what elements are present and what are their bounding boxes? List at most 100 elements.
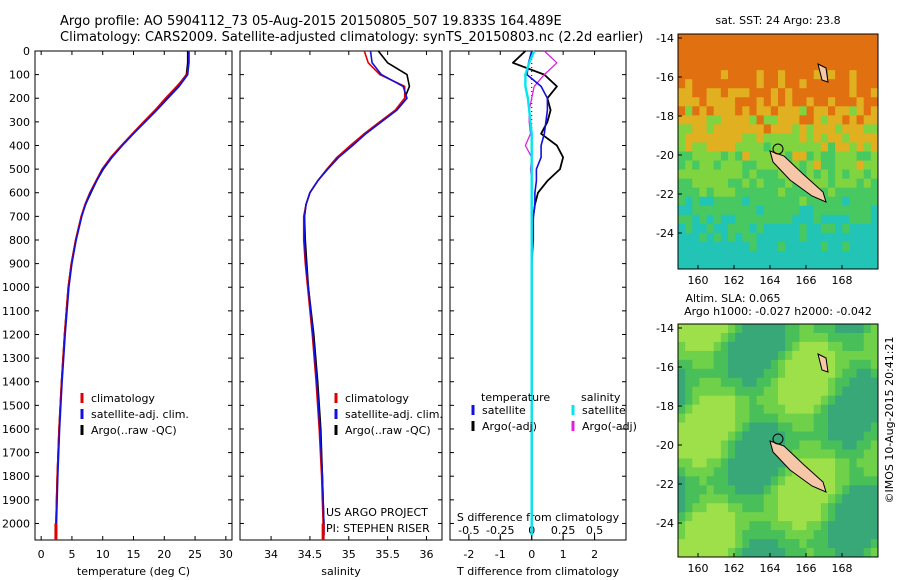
sla-cell xyxy=(799,341,808,352)
sla-cell xyxy=(749,395,758,406)
sst-cell xyxy=(728,142,736,152)
sst-cell xyxy=(720,187,729,198)
sst-cell xyxy=(742,223,750,234)
sla-cell xyxy=(792,539,800,549)
sla-cell xyxy=(835,485,843,495)
sst-cell xyxy=(799,124,808,134)
sla-cell xyxy=(849,332,858,343)
sla-cell xyxy=(842,476,850,486)
sst-cell xyxy=(842,160,850,171)
sla-cell xyxy=(735,512,743,522)
sla-cell xyxy=(792,413,800,424)
sla-cell xyxy=(706,359,715,370)
sla-cell xyxy=(699,440,708,450)
sla-cell xyxy=(870,422,879,433)
sla-cell xyxy=(778,467,786,477)
sst-cell xyxy=(749,187,758,198)
sst-cell xyxy=(756,43,765,53)
sst-cell xyxy=(792,187,800,198)
sla-cell xyxy=(728,350,736,361)
sla-cell xyxy=(678,413,686,424)
sst-cell xyxy=(735,43,743,53)
temp-xtick-label: 5 xyxy=(68,548,75,561)
sla-cell xyxy=(720,395,729,406)
sst-cell xyxy=(870,205,879,216)
sal-xtick-label: 34 xyxy=(264,548,278,561)
sst-cell xyxy=(692,250,700,261)
sst-cell xyxy=(813,160,822,171)
sst-cell xyxy=(849,61,858,71)
sst-cell xyxy=(678,142,686,152)
sst-cell xyxy=(828,61,836,71)
temp-xlabel: temperature (deg C) xyxy=(77,565,190,578)
sla-cell xyxy=(713,440,722,450)
sst-cell xyxy=(699,232,708,243)
sst-cell xyxy=(792,70,800,80)
sla-cell xyxy=(735,404,743,415)
sst-cell xyxy=(835,115,843,125)
sst-cell xyxy=(813,61,822,71)
sla-cell xyxy=(713,413,722,424)
sst-cell xyxy=(785,61,793,71)
sst-cell xyxy=(842,241,850,252)
sla-cell xyxy=(742,512,750,522)
sst-cell xyxy=(728,259,736,270)
sla-cell xyxy=(756,350,765,361)
sla-cell xyxy=(835,503,843,513)
sst-cell xyxy=(692,79,700,89)
sla-cell xyxy=(770,332,779,343)
sla-cell xyxy=(678,521,686,531)
sla-cell xyxy=(735,458,743,468)
sla-cell xyxy=(799,503,808,513)
sla-cell xyxy=(756,539,765,549)
sla-cell xyxy=(856,530,865,540)
sst-cell xyxy=(799,187,808,198)
sla-cell xyxy=(742,359,750,370)
sst-cell xyxy=(856,97,865,107)
sst-cell xyxy=(713,187,722,198)
sla-cell xyxy=(778,548,786,558)
sst-cell xyxy=(699,142,708,152)
sst-cell xyxy=(763,142,772,152)
sla-cell xyxy=(713,521,722,531)
sla-cell xyxy=(778,539,786,549)
sst-cell xyxy=(720,214,729,225)
sla-cell xyxy=(763,485,772,495)
sla-cell xyxy=(799,476,808,486)
depth-tick-label: 1000 xyxy=(2,281,30,294)
sal-sat-line xyxy=(303,50,408,536)
sla-cell xyxy=(842,422,850,433)
sst-cell xyxy=(870,187,879,198)
sst-cell xyxy=(749,52,758,62)
sla-cell xyxy=(720,368,729,379)
sla-cell xyxy=(820,539,829,549)
sla-cell xyxy=(756,324,765,334)
sla-cell xyxy=(820,521,829,531)
sla-cell xyxy=(713,485,722,495)
sla-cell xyxy=(806,332,815,343)
sla-cell xyxy=(742,494,750,504)
sla-cell xyxy=(713,548,722,558)
sla-cell xyxy=(856,521,865,531)
sla-cell xyxy=(678,332,686,343)
depth-tick-label: 200 xyxy=(9,92,30,105)
sla-cell xyxy=(685,350,693,361)
sla-cell xyxy=(870,341,879,352)
sla-cell xyxy=(849,368,858,379)
sst-cell xyxy=(699,205,708,216)
sst-cell xyxy=(785,196,793,207)
depth-tick-label: 700 xyxy=(9,210,30,223)
sst-cell xyxy=(820,259,829,270)
sst-cell xyxy=(770,178,779,189)
sla-cell xyxy=(813,324,822,334)
sla-map-subtitle: Argo h1000: -0.027 h2000: -0.042 xyxy=(684,305,872,318)
sst-cell xyxy=(728,187,736,198)
sla-cell xyxy=(792,341,800,352)
sla-cell xyxy=(835,404,843,415)
sst-cell xyxy=(835,241,843,252)
sla-cell xyxy=(813,449,822,459)
sst-cell xyxy=(685,61,693,71)
sst-cell xyxy=(770,169,779,180)
sst-cell xyxy=(856,169,865,180)
sla-cell xyxy=(735,485,743,495)
